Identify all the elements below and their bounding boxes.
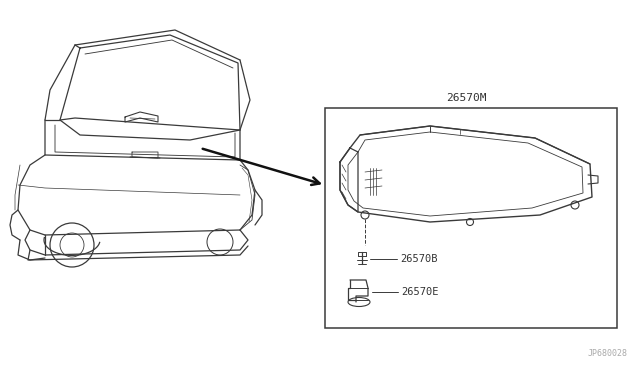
Text: 26570E: 26570E xyxy=(401,287,438,297)
Bar xyxy=(325,108,617,328)
Text: 26570B: 26570B xyxy=(400,254,438,264)
Text: JP680028: JP680028 xyxy=(588,349,628,358)
Text: 26570M: 26570M xyxy=(445,93,486,103)
